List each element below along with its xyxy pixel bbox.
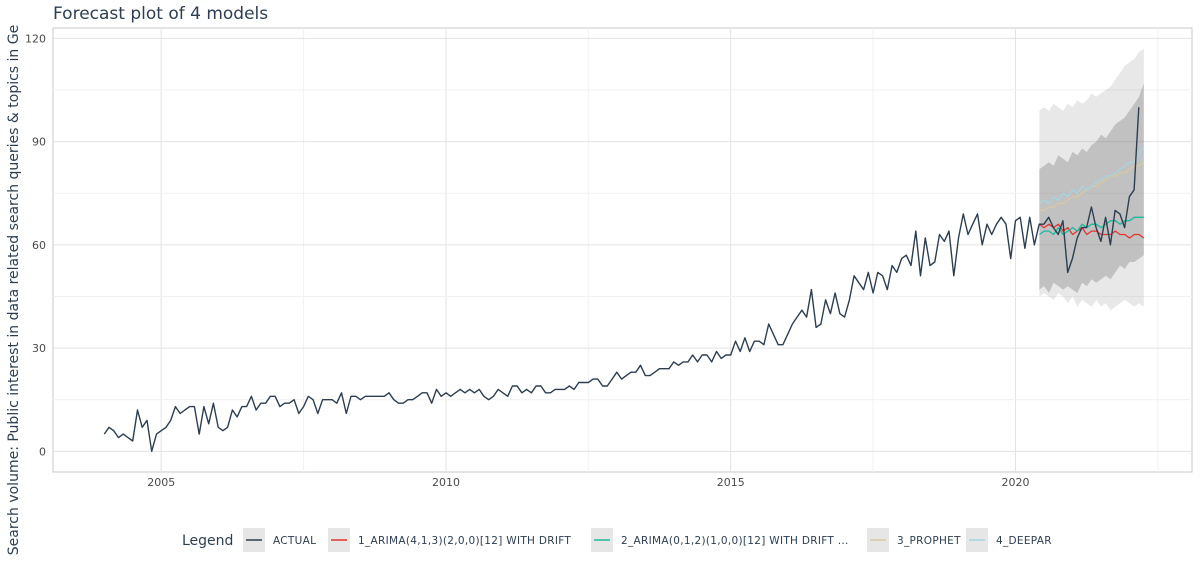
series-line-4	[1039, 144, 1145, 205]
y-tick-label: 120	[25, 32, 46, 45]
axis-ticks: 2005 2010 2015 2020 0 30 60 90 120	[25, 32, 1029, 489]
x-tick-label: 2010	[432, 476, 460, 489]
legend-item-label: ACTUAL	[273, 535, 316, 547]
y-tick-label: 90	[32, 136, 46, 149]
series-line-1	[1039, 223, 1145, 239]
x-tick-label: 2005	[147, 476, 175, 489]
legend-item-label: 4_DEEPAR	[996, 535, 1052, 547]
chart-title: Forecast plot of 4 models	[53, 4, 269, 24]
legend-item-label: 2_ARIMA(0,1,2)(1,0,0)[12] WITH DRIFT ...	[621, 535, 849, 547]
y-tick-label: 60	[32, 239, 46, 252]
inner-confidence-band	[1039, 83, 1144, 293]
forecast-chart: 2005 2010 2015 2020 0 30 60 90 120	[25, 27, 1193, 489]
x-tick-label: 2015	[717, 476, 745, 489]
plot-panel	[52, 27, 1193, 473]
legend-item-label: 3_PROPHET	[897, 535, 961, 547]
series-lines	[103, 107, 1145, 452]
legend: Legend ACTUAL 1_ARIMA(4,1,3)(2,0,0)[12] WI…	[182, 528, 1052, 552]
x-tick-label: 2020	[1001, 476, 1029, 489]
y-tick-label: 30	[32, 342, 46, 355]
y-tick-label: 0	[39, 445, 46, 458]
legend-title: Legend	[182, 533, 233, 549]
actual-line	[103, 107, 1140, 452]
grid	[53, 28, 1192, 472]
legend-item-label: 1_ARIMA(4,1,3)(2,0,0)[12] WITH DRIFT	[358, 535, 571, 547]
